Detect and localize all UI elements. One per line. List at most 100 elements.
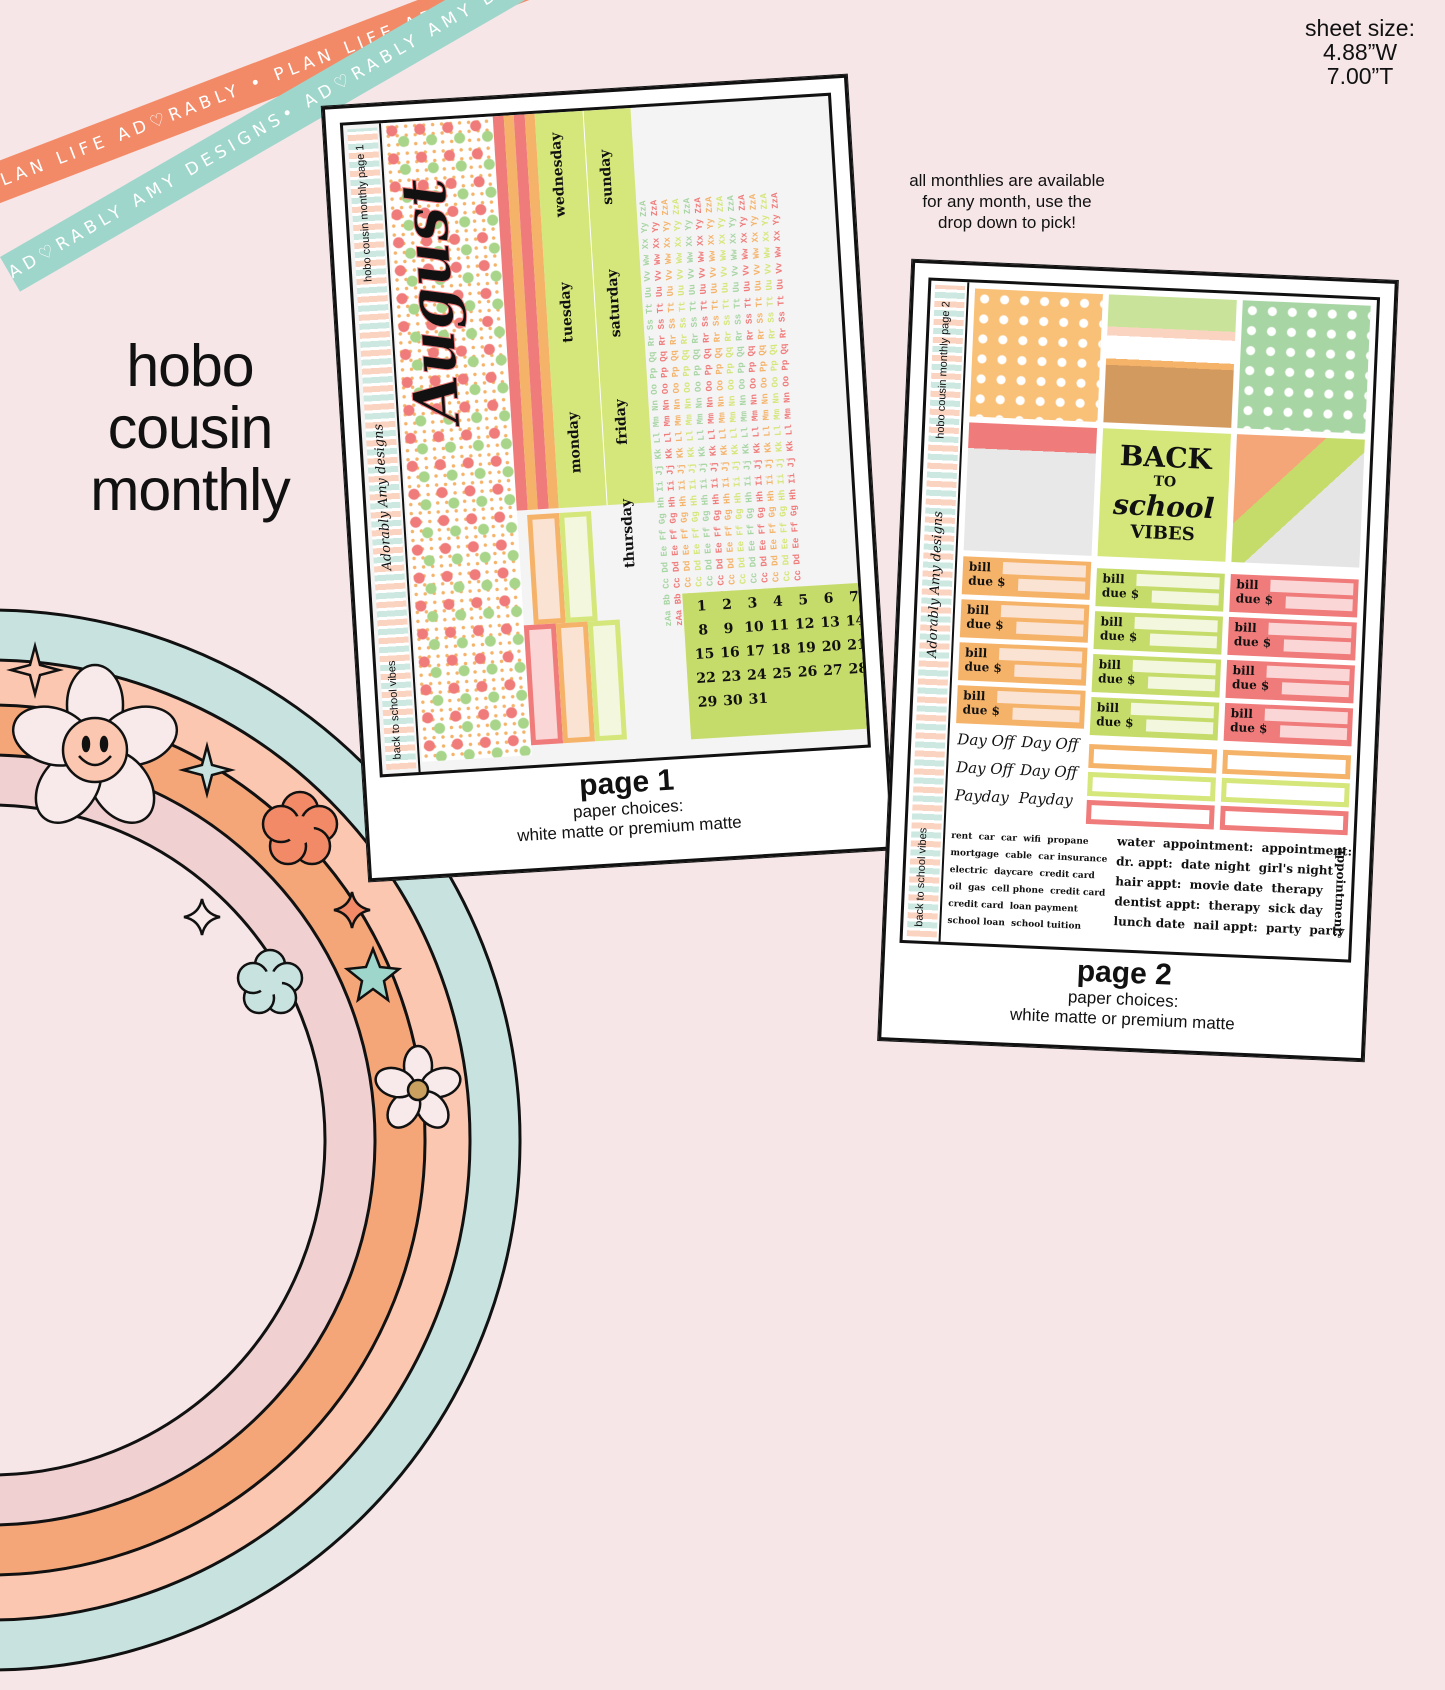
date: 6 [823,590,834,608]
date: 25 [772,665,793,683]
date: 15 [694,645,715,664]
bill-sticker: bill due $ [956,685,1086,729]
date: 16 [719,644,741,662]
date: 29 [697,693,718,711]
flower-teal-icon [236,948,304,1015]
month-title: August [386,175,475,426]
date: 14 [845,612,866,630]
date: 3 [747,595,758,612]
sparkle-icon [178,741,236,799]
books-illustration [963,422,1098,556]
classroom-illustration [1103,294,1237,428]
day-friday: friday [612,398,631,446]
bill-sticker: bill due $ [961,556,1092,600]
blank-label-box [1220,777,1350,808]
page-2-caption: page 2 paper choices: white matte or pre… [882,947,1365,1040]
date: 22 [695,669,717,687]
blank-label-box [1088,743,1218,774]
sticker-box [587,619,627,742]
date: 18 [770,641,792,659]
sheet-page-2-art: hobo cousin monthly page 2 Adorably Amy … [899,277,1381,963]
large-word-stickers: water appointment: appointment: dr. appt… [1113,834,1353,939]
title-line: cousin [107,395,274,461]
note-line: drop down to pick! [938,213,1076,232]
bill-sticker: bill due $ [1095,568,1225,612]
alphabet-stickers: zAa Bb Cc Dd Ee Ff Gg Hh Ii Jj Kk Ll Mm … [632,96,857,627]
date: 13 [819,614,841,632]
payday-sticker: Payday [954,786,1010,807]
date: 28 [848,660,869,678]
note-line: all monthlies are available [909,171,1105,190]
day-off-sticker: Day Off [957,730,1015,751]
sticker-box [559,511,598,623]
day-tuesday: tuesday [556,281,577,344]
feature-text: school [1112,487,1215,526]
bill-sticker: bill due $ [1229,573,1359,618]
date: 30 [722,692,744,710]
sheet-width: 4.88”W [1322,39,1398,65]
day-monday: monday [564,411,585,474]
sticker-sheet-page-1: hobo cousin monthly page 1 Adorably Amy … [321,74,895,882]
sparkle-icon [183,898,221,936]
star-icon [343,945,403,1003]
day-off-sticker: Day Off [1020,732,1079,754]
sheet-height: 7.00”T [1326,63,1394,89]
daisy-icon [374,1044,462,1129]
sparkle-icon [6,641,64,699]
blank-label-box [1219,805,1349,836]
blank-label-box [1222,749,1352,780]
date: 20 [821,638,842,656]
sheet-size: sheet size: 4.88”W 7.00”T [1305,16,1415,88]
product-title: hobo cousin monthly [40,335,340,521]
sheet-page-1-art: hobo cousin monthly page 1 Adorably Amy … [339,92,871,778]
bill-sticker: bill due $ [1093,611,1223,655]
date: 1 [696,598,708,615]
back-to-school-vibes-sticker: BACK TO school VIBES [1097,428,1231,562]
bill-sticker: bill due $ [1089,697,1220,741]
day-off-sticker: Day Off [1019,760,1078,782]
date: 26 [797,663,818,681]
day-thursday: thursday [618,498,639,569]
date: 7 [848,588,860,606]
day-sunday: sunday [596,149,617,206]
smiley-flower-icon [11,663,179,824]
sparkle-icon [333,891,371,929]
date: 5 [797,592,809,609]
date: 24 [746,666,768,684]
date: 8 [697,622,709,639]
bill-sticker: bill due $ [1091,654,1222,698]
date: 11 [769,617,790,635]
bill-sticker: bill due $ [1227,616,1357,661]
lunch-illustration [1231,434,1365,568]
day-wednesday: wednesday [547,132,569,218]
date: 31 [748,690,769,708]
note-line: for any month, use the [922,192,1092,211]
bill-sticker: bill due $ [959,599,1090,643]
apple-pattern-orange [969,288,1103,423]
bill-sticker: bill due $ [957,642,1088,686]
date: 27 [822,662,844,680]
day-saturday: saturday [604,268,625,338]
day-off-sticker: Day Off [955,758,1014,779]
date: 23 [721,668,742,686]
sheet-size-label: sheet size: [1305,15,1415,41]
title-line: monthly [90,457,291,523]
sticker-sheet-page-2: hobo cousin monthly page 2 Adorably Amy … [878,259,1398,1062]
date: 21 [846,636,868,654]
date: 4 [772,593,784,611]
date: 10 [743,618,765,636]
date: 17 [745,642,766,660]
blank-label-box [1085,799,1215,830]
date: 19 [795,639,817,657]
date: 12 [794,615,815,633]
payday-sticker: Payday [1018,788,1074,810]
title-line: hobo [126,333,254,399]
date: 2 [721,596,733,614]
small-word-stickers: rent car car wifi propane mortgage cable… [947,831,1108,932]
bill-sticker: bill due $ [1223,702,1354,747]
flower-orange-icon [261,790,339,866]
blank-label-box [1087,771,1216,802]
apple-pattern-green [1237,300,1371,434]
feature-text: BACK [1119,439,1213,477]
